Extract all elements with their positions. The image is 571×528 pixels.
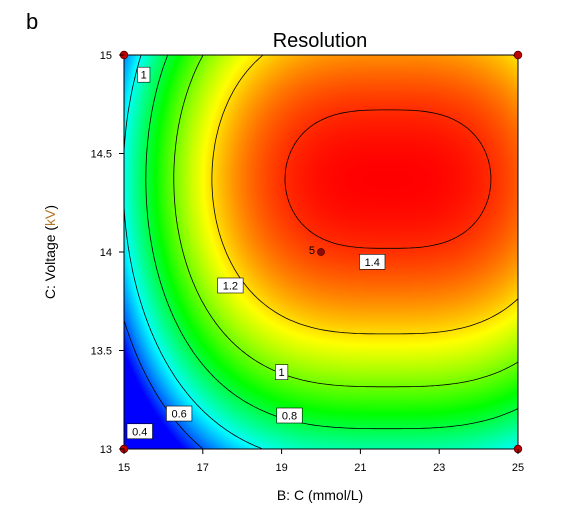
design-point: [317, 248, 325, 256]
contour-label: 0.8: [282, 411, 297, 423]
contour-label-box: [359, 254, 386, 270]
contour-line-1-4: [284, 109, 492, 249]
x-tick-label: 17: [197, 462, 209, 474]
y-tick-label: 14.5: [91, 149, 112, 161]
y-tick-label: 15: [100, 50, 112, 62]
y-tick-label: 13: [100, 444, 112, 456]
contour-label-box: [137, 66, 151, 83]
contour-label-box: [166, 405, 193, 422]
contour-label: 1.2: [223, 280, 238, 292]
contour-label-box: [126, 423, 153, 440]
contour-label-box: [217, 277, 244, 294]
design-point: [513, 50, 523, 60]
plot-area: 1.4 1.2 1 1 0.8 0.6 0.4 5: [119, 50, 523, 454]
y-tick-label: 13.5: [91, 346, 112, 358]
x-tick-label: 15: [118, 462, 130, 474]
panel-label: b: [26, 9, 38, 34]
contour-label: 0.4: [132, 426, 147, 438]
y-axis: 13 13.5 14 14.5 15: [91, 50, 124, 456]
contour-label-box: [276, 407, 303, 424]
y-axis-title-unit: kV: [42, 209, 58, 226]
contour-line-0-8: [145, 54, 519, 430]
contour-label: 1.4: [365, 257, 380, 269]
contour-label: 1: [279, 367, 285, 379]
contour-labels: 1.4 1.2 1 1 0.8 0.6 0.4: [126, 66, 386, 440]
chart-title: Resolution: [273, 30, 368, 52]
contour-line-1: [173, 54, 519, 388]
y-axis-title-suffix: ): [42, 205, 58, 210]
x-tick-label: 21: [354, 462, 366, 474]
x-tick-label: 19: [275, 462, 287, 474]
x-tick-label: 25: [512, 462, 524, 474]
y-axis-title: C: Voltage (kV): [42, 205, 58, 299]
y-axis-title-prefix: C: Voltage (: [42, 226, 58, 299]
contour-label: 0.6: [172, 409, 187, 421]
x-tick-label: 23: [433, 462, 445, 474]
x-axis-title: B: C (mmol/L): [277, 487, 363, 503]
x-axis: 15 17 19 21 23 25: [118, 449, 524, 474]
contour-line-1-2: [211, 54, 519, 335]
contour-label-box: [275, 364, 289, 380]
contour-label: 1: [141, 70, 147, 82]
y-tick-label: 14: [100, 247, 112, 259]
design-point-label: 5: [309, 245, 315, 257]
